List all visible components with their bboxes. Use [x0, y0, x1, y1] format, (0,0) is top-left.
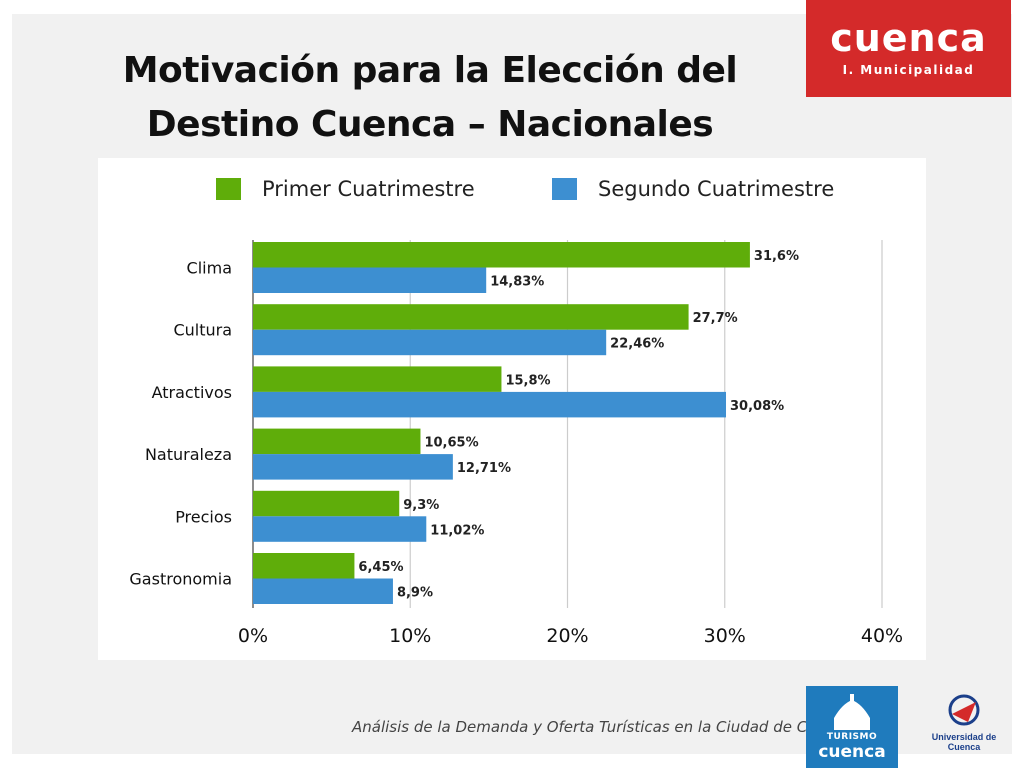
turismo-line-1: TURISMO: [826, 732, 878, 742]
x-tick-label: 40%: [861, 625, 903, 647]
data-label: 14,83%: [490, 275, 544, 290]
data-label: 30,08%: [730, 399, 784, 414]
data-label: 15,8%: [505, 373, 550, 388]
title-line-1: Motivación para la Elección del: [122, 50, 738, 91]
chart-canvas: 0% 10% 20% 30% 40% Primer Cuatrimestre Segundo…: [129, 177, 903, 647]
legend-swatch: [216, 178, 241, 200]
data-label: 22,46%: [610, 337, 664, 352]
legend-label: Segundo Cuatrimestre: [598, 177, 834, 201]
bar-chart: 0% 10% 20% 30% 40% Primer Cuatrimestre Segundo…: [98, 158, 926, 660]
bar: [253, 578, 393, 604]
footer-caption: Análisis de la Demanda y Oferta Turístic…: [352, 718, 853, 736]
page-title: Motivación para la Elección del Destino …: [120, 44, 740, 152]
category-label: Clima: [187, 259, 232, 278]
bar: [253, 267, 487, 293]
data-label: 31,6%: [754, 249, 799, 264]
data-label: 8,9%: [397, 586, 433, 601]
university-emblem-icon: [948, 694, 980, 726]
turismo-cuenca-logo: TURISMO cuenca: [806, 686, 898, 768]
data-label: 10,65%: [424, 436, 478, 451]
bar: [253, 428, 421, 455]
x-tick-label: 10%: [389, 625, 431, 647]
data-label: 9,3%: [403, 498, 439, 513]
data-label: 11,02%: [430, 523, 484, 538]
bar: [253, 329, 607, 356]
cuenca-municipality-logo: cuenca I. Municipalidad: [806, 0, 1011, 97]
category-label: Precios: [175, 507, 232, 526]
church-dome-icon: [834, 694, 870, 730]
bar: [253, 490, 400, 517]
category-label: Naturaleza: [145, 445, 232, 464]
bar: [253, 304, 689, 330]
data-label: 27,7%: [693, 311, 738, 326]
title-line-2: Destino Cuenca – Nacionales: [146, 104, 714, 145]
bar: [253, 242, 750, 268]
category-label: Atractivos: [152, 383, 232, 402]
bar: [253, 391, 727, 418]
data-label: 6,45%: [358, 560, 403, 575]
logo-word: cuenca: [830, 16, 987, 60]
bar: [253, 454, 453, 480]
bar: [253, 366, 502, 392]
legend-swatch: [552, 178, 577, 200]
category-label: Cultura: [173, 321, 232, 340]
turismo-line-2: cuenca: [818, 742, 886, 762]
university-name: Universidad de Cuenca: [931, 732, 997, 752]
data-label: 12,71%: [457, 461, 511, 476]
category-label: Gastronomia: [129, 570, 232, 589]
bar: [253, 553, 355, 579]
universidad-de-cuenca-logo: Universidad de Cuenca: [916, 690, 1012, 754]
x-tick-label: 20%: [546, 625, 588, 647]
x-tick-label: 30%: [704, 625, 746, 647]
bar: [253, 516, 427, 542]
x-tick-label: 0%: [238, 625, 268, 647]
logo-subtitle: I. Municipalidad: [842, 63, 975, 77]
legend-label: Primer Cuatrimestre: [262, 177, 475, 201]
